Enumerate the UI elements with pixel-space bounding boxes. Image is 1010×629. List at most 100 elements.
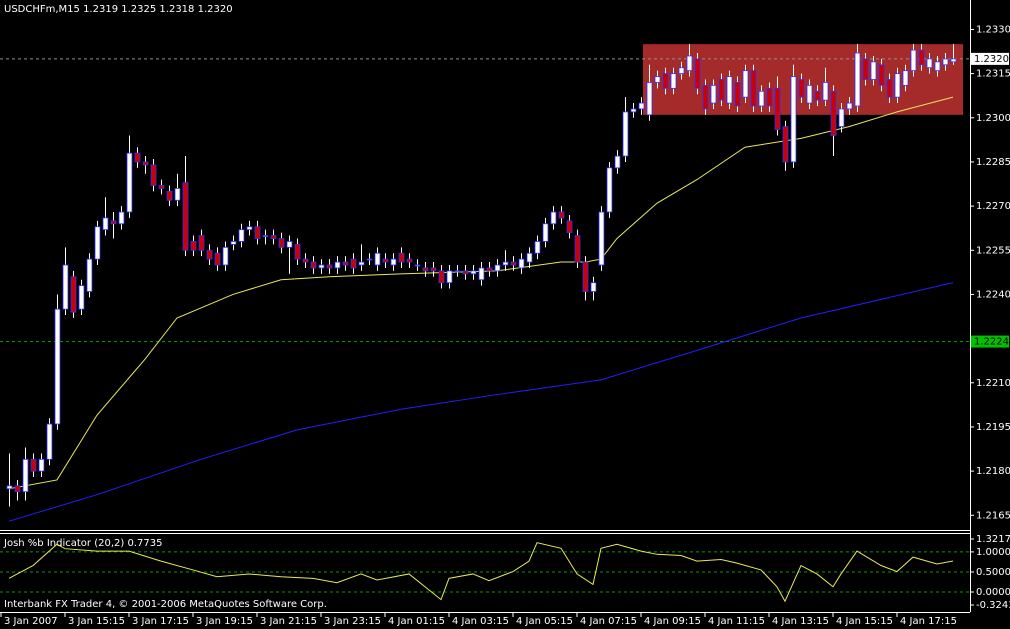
candle-body	[750, 70, 757, 107]
candle-body	[934, 61, 941, 72]
candle-body	[254, 226, 261, 239]
candle-body	[438, 270, 445, 284]
x-tick-label: 3 Jan 15:15	[68, 616, 125, 627]
y-tick-label: 1.2285	[976, 157, 1010, 168]
candle-body	[150, 164, 157, 186]
candle-body	[382, 258, 389, 263]
candle-body	[566, 220, 573, 234]
candle-body	[406, 258, 413, 263]
candle-body	[942, 58, 949, 66]
candle-body	[758, 90, 765, 107]
candle-body	[574, 235, 581, 263]
candle-body	[70, 276, 77, 313]
price-label: 1.2224	[974, 337, 1009, 348]
candle-body	[286, 241, 293, 248]
x-tick-label: 4 Jan 15:15	[836, 616, 893, 627]
candle-body	[206, 249, 213, 260]
candle-body	[910, 49, 917, 72]
x-tick-label: 4 Jan 03:15	[452, 616, 509, 627]
x-tick-label: 4 Jan 11:15	[708, 616, 765, 627]
candle-body	[454, 270, 461, 273]
candle-body	[86, 258, 93, 292]
candle-body	[214, 252, 221, 266]
candle-body	[78, 285, 85, 310]
candle-body	[526, 252, 533, 263]
candle-body	[342, 261, 349, 266]
candle-body	[606, 167, 613, 213]
candle-body	[638, 102, 645, 110]
pane-title: Josh %b Indicator (20,2) 0.7735	[3, 538, 162, 549]
candle-body	[814, 90, 821, 101]
candle-body	[542, 223, 549, 242]
candle-body	[494, 264, 501, 272]
candle-body	[550, 211, 557, 225]
candle-body	[902, 70, 909, 86]
candle-body	[198, 235, 205, 251]
candle-body	[6, 485, 13, 490]
y-tick-label: 1.0000	[976, 547, 1010, 558]
x-tick-label: 4 Jan 01:15	[388, 616, 445, 627]
moving-average-line	[8, 96, 954, 490]
candle-body	[614, 155, 621, 169]
candle-body	[590, 282, 597, 292]
candle-body	[654, 76, 661, 83]
candle-body	[470, 270, 477, 275]
candle-body	[102, 217, 109, 231]
candle-body	[678, 67, 685, 75]
candle-body	[158, 185, 165, 189]
candle-body	[630, 108, 637, 113]
candle-body	[366, 258, 373, 261]
x-tick-label: 4 Jan 09:15	[644, 616, 701, 627]
x-tick-label: 3 Jan 21:15	[260, 616, 317, 627]
candle-body	[686, 55, 693, 72]
y-tick-label: 1.2315	[976, 69, 1010, 80]
candle-body	[174, 188, 181, 201]
candle-body	[310, 261, 317, 269]
candle-body	[598, 211, 605, 266]
candle-body	[270, 235, 277, 239]
candle-body	[414, 264, 421, 267]
candle-body	[822, 82, 829, 101]
x-tick-label: 3 Jan 17:15	[132, 616, 189, 627]
candle-body	[846, 102, 853, 110]
candle-body	[350, 258, 357, 269]
candle-body	[734, 82, 741, 107]
candle-body	[798, 79, 805, 98]
candle-body	[110, 220, 117, 225]
candle-body	[94, 226, 101, 260]
candle-body	[22, 458, 29, 493]
candle-body	[878, 64, 885, 86]
candle-body	[374, 252, 381, 266]
y-tick-label: 1.2255	[976, 245, 1010, 256]
candle-body	[718, 79, 725, 101]
candle-body	[766, 87, 773, 107]
price-label: 1.2320	[974, 54, 1009, 65]
x-tick-label: 4 Jan 07:15	[580, 616, 637, 627]
candle-body	[318, 264, 325, 269]
candle-body	[806, 84, 813, 104]
candle-body	[838, 108, 845, 128]
candle-body	[190, 241, 197, 251]
price-label-box	[971, 335, 1009, 348]
candle-body	[510, 261, 517, 266]
candle-body	[30, 458, 37, 472]
candle-body	[870, 61, 877, 80]
candle-body	[54, 308, 61, 425]
candle-body	[398, 252, 405, 263]
candle-body	[182, 182, 189, 251]
candle-body	[38, 458, 45, 472]
candle-body	[222, 246, 229, 266]
candle-body	[950, 58, 957, 63]
candle-body	[894, 73, 901, 98]
candle-body	[62, 264, 69, 310]
candle-body	[926, 58, 933, 69]
y-tick-label: 1.2270	[976, 201, 1010, 212]
candle-body	[774, 87, 781, 130]
y-tick-label: 1.2165	[976, 510, 1010, 521]
candle-body	[262, 235, 269, 237]
x-tick-label: 3 Jan 2007	[4, 616, 58, 627]
candle-body	[478, 267, 485, 281]
candle-body	[646, 82, 653, 116]
moving-average-line	[8, 282, 954, 522]
